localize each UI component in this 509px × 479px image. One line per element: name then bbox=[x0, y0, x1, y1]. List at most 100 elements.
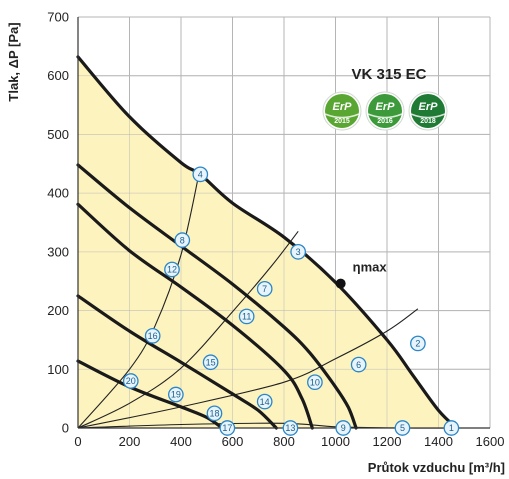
x-tick-label: 600 bbox=[222, 434, 244, 449]
badge-erp-label: ErP bbox=[376, 101, 396, 113]
marker-label: 6 bbox=[356, 360, 361, 370]
marker-label: 4 bbox=[198, 170, 203, 180]
marker-label: 17 bbox=[222, 423, 232, 433]
badge-circle bbox=[368, 94, 402, 128]
marker-circle bbox=[202, 354, 219, 371]
y-tick-label: 400 bbox=[47, 186, 69, 201]
system-curve bbox=[77, 230, 299, 429]
system-curves bbox=[77, 173, 452, 429]
marker-5: 5 bbox=[394, 420, 411, 436]
marker-14: 14 bbox=[256, 393, 273, 410]
badge-swoosh bbox=[367, 113, 403, 119]
marker-circle bbox=[122, 373, 139, 389]
marker-label: 2 bbox=[415, 339, 420, 349]
marker-label: 7 bbox=[262, 284, 267, 294]
marker-circle bbox=[290, 244, 307, 260]
marker-10: 10 bbox=[307, 374, 323, 391]
marker-label: 16 bbox=[148, 331, 158, 341]
badge-swoosh bbox=[324, 113, 360, 119]
fan-curve bbox=[76, 55, 459, 430]
marker-label: 12 bbox=[167, 265, 177, 275]
x-tick-label: 200 bbox=[119, 434, 141, 449]
marker-20: 20 bbox=[122, 373, 139, 389]
marker-1: 1 bbox=[443, 420, 460, 436]
erp-badge-2018: ErP 2018 bbox=[408, 91, 448, 131]
badge-year: 2018 bbox=[420, 118, 436, 125]
marker-label: 15 bbox=[206, 357, 216, 367]
marker-label: 5 bbox=[400, 423, 405, 433]
marker-circle bbox=[238, 308, 255, 325]
marker-label: 19 bbox=[171, 390, 181, 400]
marker-circle bbox=[256, 280, 273, 297]
badge-year: 2016 bbox=[377, 118, 393, 125]
marker-circle bbox=[410, 335, 426, 352]
marker-circle bbox=[206, 405, 223, 422]
marker-9: 9 bbox=[335, 420, 352, 436]
marker-circle bbox=[168, 386, 184, 403]
marker-15: 15 bbox=[202, 354, 219, 371]
marker-label: 11 bbox=[242, 312, 251, 322]
x-tick-label: 1200 bbox=[373, 434, 402, 449]
marker-label: 10 bbox=[310, 377, 320, 387]
badge-circle bbox=[325, 94, 359, 128]
badge-swoosh bbox=[410, 113, 446, 119]
y-tick-label: 200 bbox=[47, 303, 69, 318]
y-tick-label: 700 bbox=[47, 10, 69, 25]
marker-19: 19 bbox=[168, 386, 184, 403]
badge-year: 2015 bbox=[334, 118, 350, 125]
marker-8: 8 bbox=[174, 232, 191, 248]
marker-label: 9 bbox=[341, 423, 346, 433]
system-curve bbox=[77, 173, 200, 429]
y-tick-label: 600 bbox=[47, 68, 69, 83]
marker-2: 2 bbox=[410, 335, 426, 352]
marker-label: 8 bbox=[180, 235, 185, 245]
marker-circle bbox=[164, 261, 180, 278]
x-tick-label: 1600 bbox=[476, 434, 505, 449]
marker-circle bbox=[282, 420, 299, 436]
marker-circle bbox=[144, 327, 161, 344]
erp-badge-2015: ErP 2015 bbox=[322, 91, 362, 131]
marker-18: 18 bbox=[206, 405, 223, 422]
chart-title: VK 315 EC bbox=[351, 66, 426, 83]
marker-circle bbox=[307, 374, 323, 391]
badge-erp-label: ErP bbox=[419, 101, 439, 113]
x-tick-label: 1400 bbox=[424, 434, 453, 449]
y-tick-label: 0 bbox=[62, 421, 69, 436]
operating-area bbox=[78, 56, 457, 429]
marker-7: 7 bbox=[256, 280, 273, 297]
fan-curve bbox=[76, 163, 358, 430]
marker-12: 12 bbox=[164, 261, 180, 278]
x-tick-label: 800 bbox=[273, 434, 295, 449]
x-axis-title: Průtok vzduchu [m³/h] bbox=[368, 460, 505, 475]
marker-17: 17 bbox=[219, 420, 236, 436]
marker-circle bbox=[219, 420, 236, 436]
eta-max-label: ηmax bbox=[353, 260, 388, 275]
erp-badges: ErP 2015 ErP 2016 ErP 2018 bbox=[322, 91, 448, 131]
badge-erp-label: ErP bbox=[333, 101, 353, 113]
y-tick-label: 500 bbox=[47, 127, 69, 142]
marker-label: 20 bbox=[126, 376, 136, 386]
marker-label: 14 bbox=[260, 397, 270, 407]
marker-label: 1 bbox=[449, 423, 454, 433]
marker-circle bbox=[256, 393, 273, 410]
marker-4: 4 bbox=[192, 166, 209, 183]
marker-circle bbox=[350, 356, 367, 373]
marker-circle bbox=[443, 420, 460, 436]
fan-curve bbox=[76, 294, 278, 430]
marker-label: 3 bbox=[296, 247, 301, 257]
marker-circle bbox=[335, 420, 352, 436]
y-axis-title: Tlak, ΔP [Pa] bbox=[6, 22, 21, 101]
x-tick-label: 400 bbox=[170, 434, 192, 449]
y-tick-label: 100 bbox=[47, 362, 69, 377]
x-tick-label: 1000 bbox=[321, 434, 350, 449]
marker-label: 18 bbox=[209, 409, 219, 419]
marker-circle bbox=[192, 166, 209, 183]
marker-circle bbox=[394, 420, 411, 436]
marker-11: 11 bbox=[238, 308, 255, 325]
marker-circle bbox=[174, 232, 191, 248]
marker-16: 16 bbox=[144, 327, 161, 344]
x-tick-label: 0 bbox=[74, 434, 81, 449]
eta-max-annotation: ηmax bbox=[335, 260, 388, 289]
